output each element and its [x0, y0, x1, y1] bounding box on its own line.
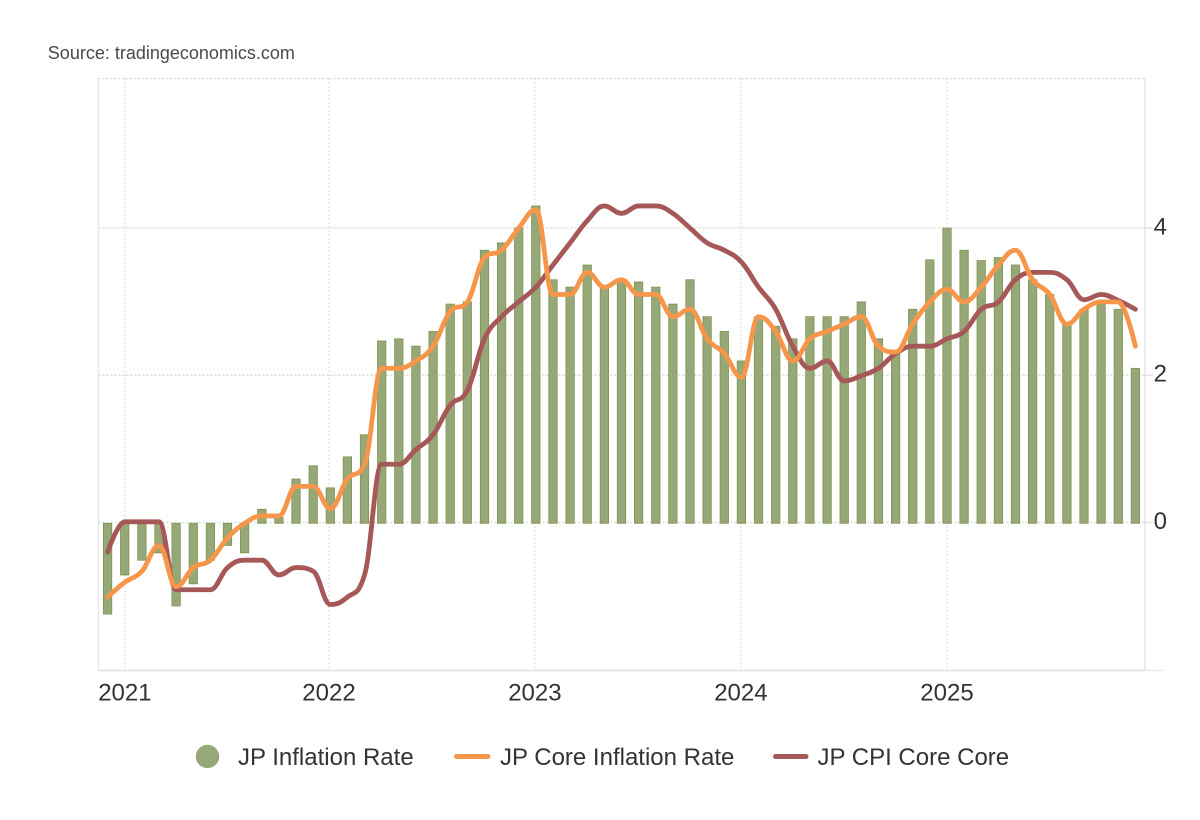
svg-text:2023: 2023	[508, 680, 561, 707]
svg-text:2021: 2021	[98, 680, 151, 707]
svg-text:2: 2	[1154, 361, 1167, 388]
svg-text:Source: tradingeconomics.com: Source: tradingeconomics.com	[48, 43, 295, 63]
svg-text:4: 4	[1154, 213, 1167, 240]
svg-text:JP Inflation Rate: JP Inflation Rate	[238, 744, 414, 771]
svg-text:JP CPI Core Core: JP CPI Core Core	[818, 744, 1010, 771]
svg-text:2022: 2022	[302, 680, 355, 707]
svg-text:2025: 2025	[920, 680, 973, 707]
svg-text:0: 0	[1154, 508, 1167, 535]
svg-text:JP Core Inflation Rate: JP Core Inflation Rate	[500, 744, 734, 771]
svg-text:2024: 2024	[714, 680, 767, 707]
